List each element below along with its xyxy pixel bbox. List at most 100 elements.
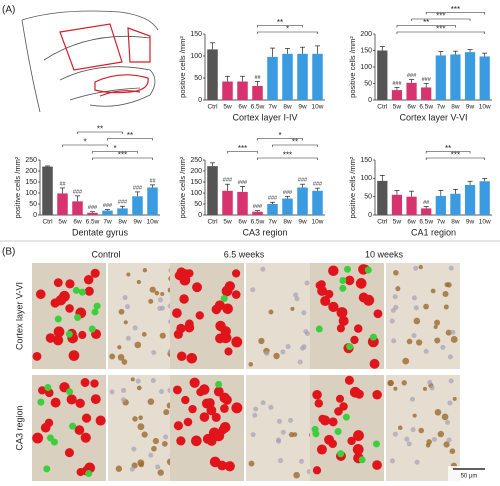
x-tick-label: 5w <box>223 104 232 111</box>
cell-marker <box>176 323 186 334</box>
cell <box>387 379 394 386</box>
cell <box>448 378 454 384</box>
cell-marker <box>312 390 322 400</box>
y-tick-label: 200 <box>25 168 37 175</box>
cell-marker <box>88 325 96 333</box>
bar <box>377 50 388 100</box>
comparison-label: ** <box>445 144 451 153</box>
bar <box>464 184 476 215</box>
cell <box>126 272 131 277</box>
cell-marker <box>372 460 382 470</box>
y-tick-label: 150 <box>190 179 202 186</box>
cell-marker <box>91 308 99 316</box>
y-tick-label: 200 <box>190 168 202 175</box>
cell-marker <box>66 388 74 396</box>
significance-mark: ## <box>149 178 156 184</box>
cell-marker <box>35 289 46 300</box>
cell <box>303 329 309 335</box>
cell <box>248 460 255 467</box>
cell <box>125 335 131 341</box>
cell <box>148 452 154 458</box>
cell-marker <box>324 434 335 445</box>
cell-marker <box>354 324 363 333</box>
cell <box>141 332 147 337</box>
scale-bar-label: 50 µm <box>461 474 478 480</box>
cell <box>393 386 398 391</box>
cell-marker <box>54 315 62 323</box>
cell-marker <box>59 290 70 302</box>
cell-marker <box>90 268 100 278</box>
y-tick-label: 150 <box>25 179 37 186</box>
cell <box>450 329 456 335</box>
cell <box>132 416 138 422</box>
cell-marker <box>76 468 85 477</box>
cell <box>276 418 282 424</box>
micrograph <box>310 375 384 481</box>
cell <box>141 431 148 438</box>
cell-marker <box>355 278 367 289</box>
cell-marker <box>191 435 202 447</box>
comparison-bracket <box>411 18 471 21</box>
y-axis-label: positive cells /mm² <box>13 156 22 218</box>
cell <box>442 290 449 297</box>
bar <box>435 55 446 100</box>
cell <box>294 296 300 302</box>
y-tick-label: 100 <box>360 175 372 182</box>
bar <box>252 211 263 215</box>
x-tick-label: 6w <box>73 219 82 226</box>
cell <box>429 385 435 391</box>
cell <box>441 413 449 421</box>
cell <box>155 464 161 470</box>
cell <box>409 396 415 402</box>
cell-marker <box>195 311 204 320</box>
cell-marker <box>78 288 86 296</box>
cell-marker <box>78 330 87 340</box>
cell <box>160 291 165 297</box>
cell-marker <box>328 301 339 313</box>
x-tick-label: 6w <box>238 219 247 226</box>
cell-marker <box>311 425 319 433</box>
panel-label: (B) <box>2 247 15 258</box>
cell <box>288 431 295 438</box>
x-tick-label: 6.5w <box>251 104 265 111</box>
cell-marker <box>224 347 233 356</box>
bar <box>102 210 113 215</box>
cell-marker <box>219 421 231 433</box>
x-tick-label: 9w <box>133 219 142 226</box>
x-tick-label: 6w <box>407 104 416 111</box>
cell-marker <box>83 275 94 285</box>
cell <box>410 427 416 433</box>
cell <box>427 379 433 385</box>
bar <box>464 52 476 100</box>
y-axis-label: positive cells /mm² <box>348 36 357 98</box>
y-tick-label: 250 <box>190 157 202 164</box>
cell-marker <box>38 386 47 395</box>
cell-marker <box>363 294 375 306</box>
comparison-label: *** <box>238 144 247 153</box>
bar <box>222 81 233 100</box>
significance-mark: ## <box>59 181 66 187</box>
cell <box>423 303 429 310</box>
x-tick-label: Ctrl <box>377 104 388 111</box>
cell <box>163 409 170 416</box>
x-tick-label: Ctrl <box>42 219 53 226</box>
cell-marker <box>339 402 348 411</box>
cell-marker <box>69 422 77 430</box>
x-tick-label: 7w <box>268 219 277 226</box>
comparison-label: ** <box>127 131 133 140</box>
cell <box>446 437 452 443</box>
significance-mark: ### <box>268 196 278 202</box>
bar <box>237 81 248 100</box>
chart-title: CA3 region <box>242 227 287 237</box>
comparison-bracket <box>396 31 485 34</box>
y-tick-label: 200 <box>360 31 372 38</box>
cell-marker <box>50 298 60 308</box>
cell-marker <box>369 333 377 341</box>
cell-marker <box>324 289 334 299</box>
cell <box>392 431 398 437</box>
x-tick-label: 5w <box>58 219 67 226</box>
x-tick-label: 10w <box>479 219 491 226</box>
cell <box>109 353 116 360</box>
cell <box>151 445 157 452</box>
cell <box>412 413 417 418</box>
